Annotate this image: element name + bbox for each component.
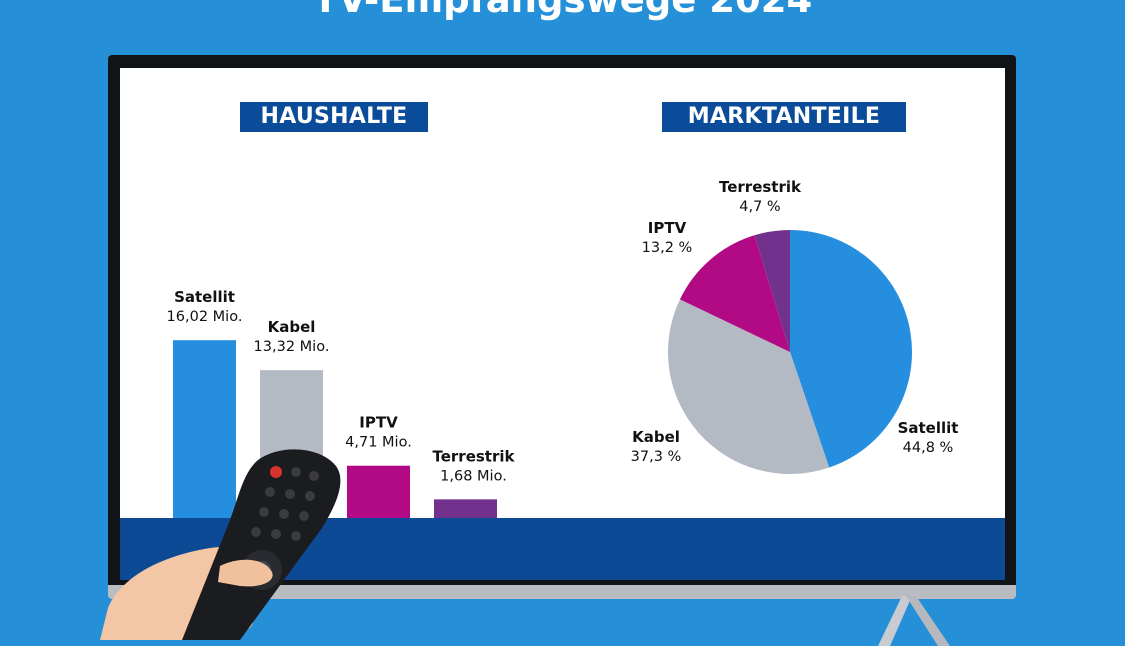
pie-value-iptv: 13,2 % — [642, 240, 693, 256]
bar-iptv — [347, 465, 410, 518]
bar-label-kabel: Kabel — [268, 318, 316, 336]
bar-value-kabel: 13,32 Mio. — [254, 339, 330, 355]
pie-slice-iptv — [679, 235, 790, 352]
tv-stand-icon — [878, 596, 950, 646]
tv-bottom-edge — [108, 585, 1016, 599]
tv-remote-icon — [100, 449, 341, 640]
bar-satellit — [173, 340, 236, 518]
headline: TV-Empfangswege 2024 — [0, 0, 1125, 21]
pie-value-satellit: 44,8 % — [903, 440, 954, 456]
bar-terrestrik — [434, 499, 497, 518]
bar-value-satellit: 16,02 Mio. — [167, 309, 243, 325]
pie-label-satellit: Satellit — [898, 419, 959, 437]
pie-label-iptv: IPTV — [648, 219, 687, 237]
pie-slice-kabel — [667, 299, 830, 475]
pie-label-terrestrik: Terrestrik — [719, 178, 802, 196]
pie-slice-terrestrik — [754, 230, 790, 352]
bar-label-terrestrik: Terrestrik — [433, 447, 516, 465]
bar-label-iptv: IPTV — [359, 414, 398, 432]
bar-label-satellit: Satellit — [174, 288, 235, 306]
pie-value-kabel: 37,3 % — [631, 449, 682, 465]
households-title: HAUSHALTE — [240, 102, 428, 132]
bar-value-terrestrik: 1,68 Mio. — [440, 468, 507, 484]
pie-value-terrestrik: 4,7 % — [739, 199, 780, 215]
bar-value-iptv: 4,71 Mio. — [345, 435, 412, 451]
pie-slice-satellit — [790, 230, 913, 468]
pie-label-kabel: Kabel — [632, 428, 680, 446]
market-share-title: MARKTANTEILE — [662, 102, 906, 132]
